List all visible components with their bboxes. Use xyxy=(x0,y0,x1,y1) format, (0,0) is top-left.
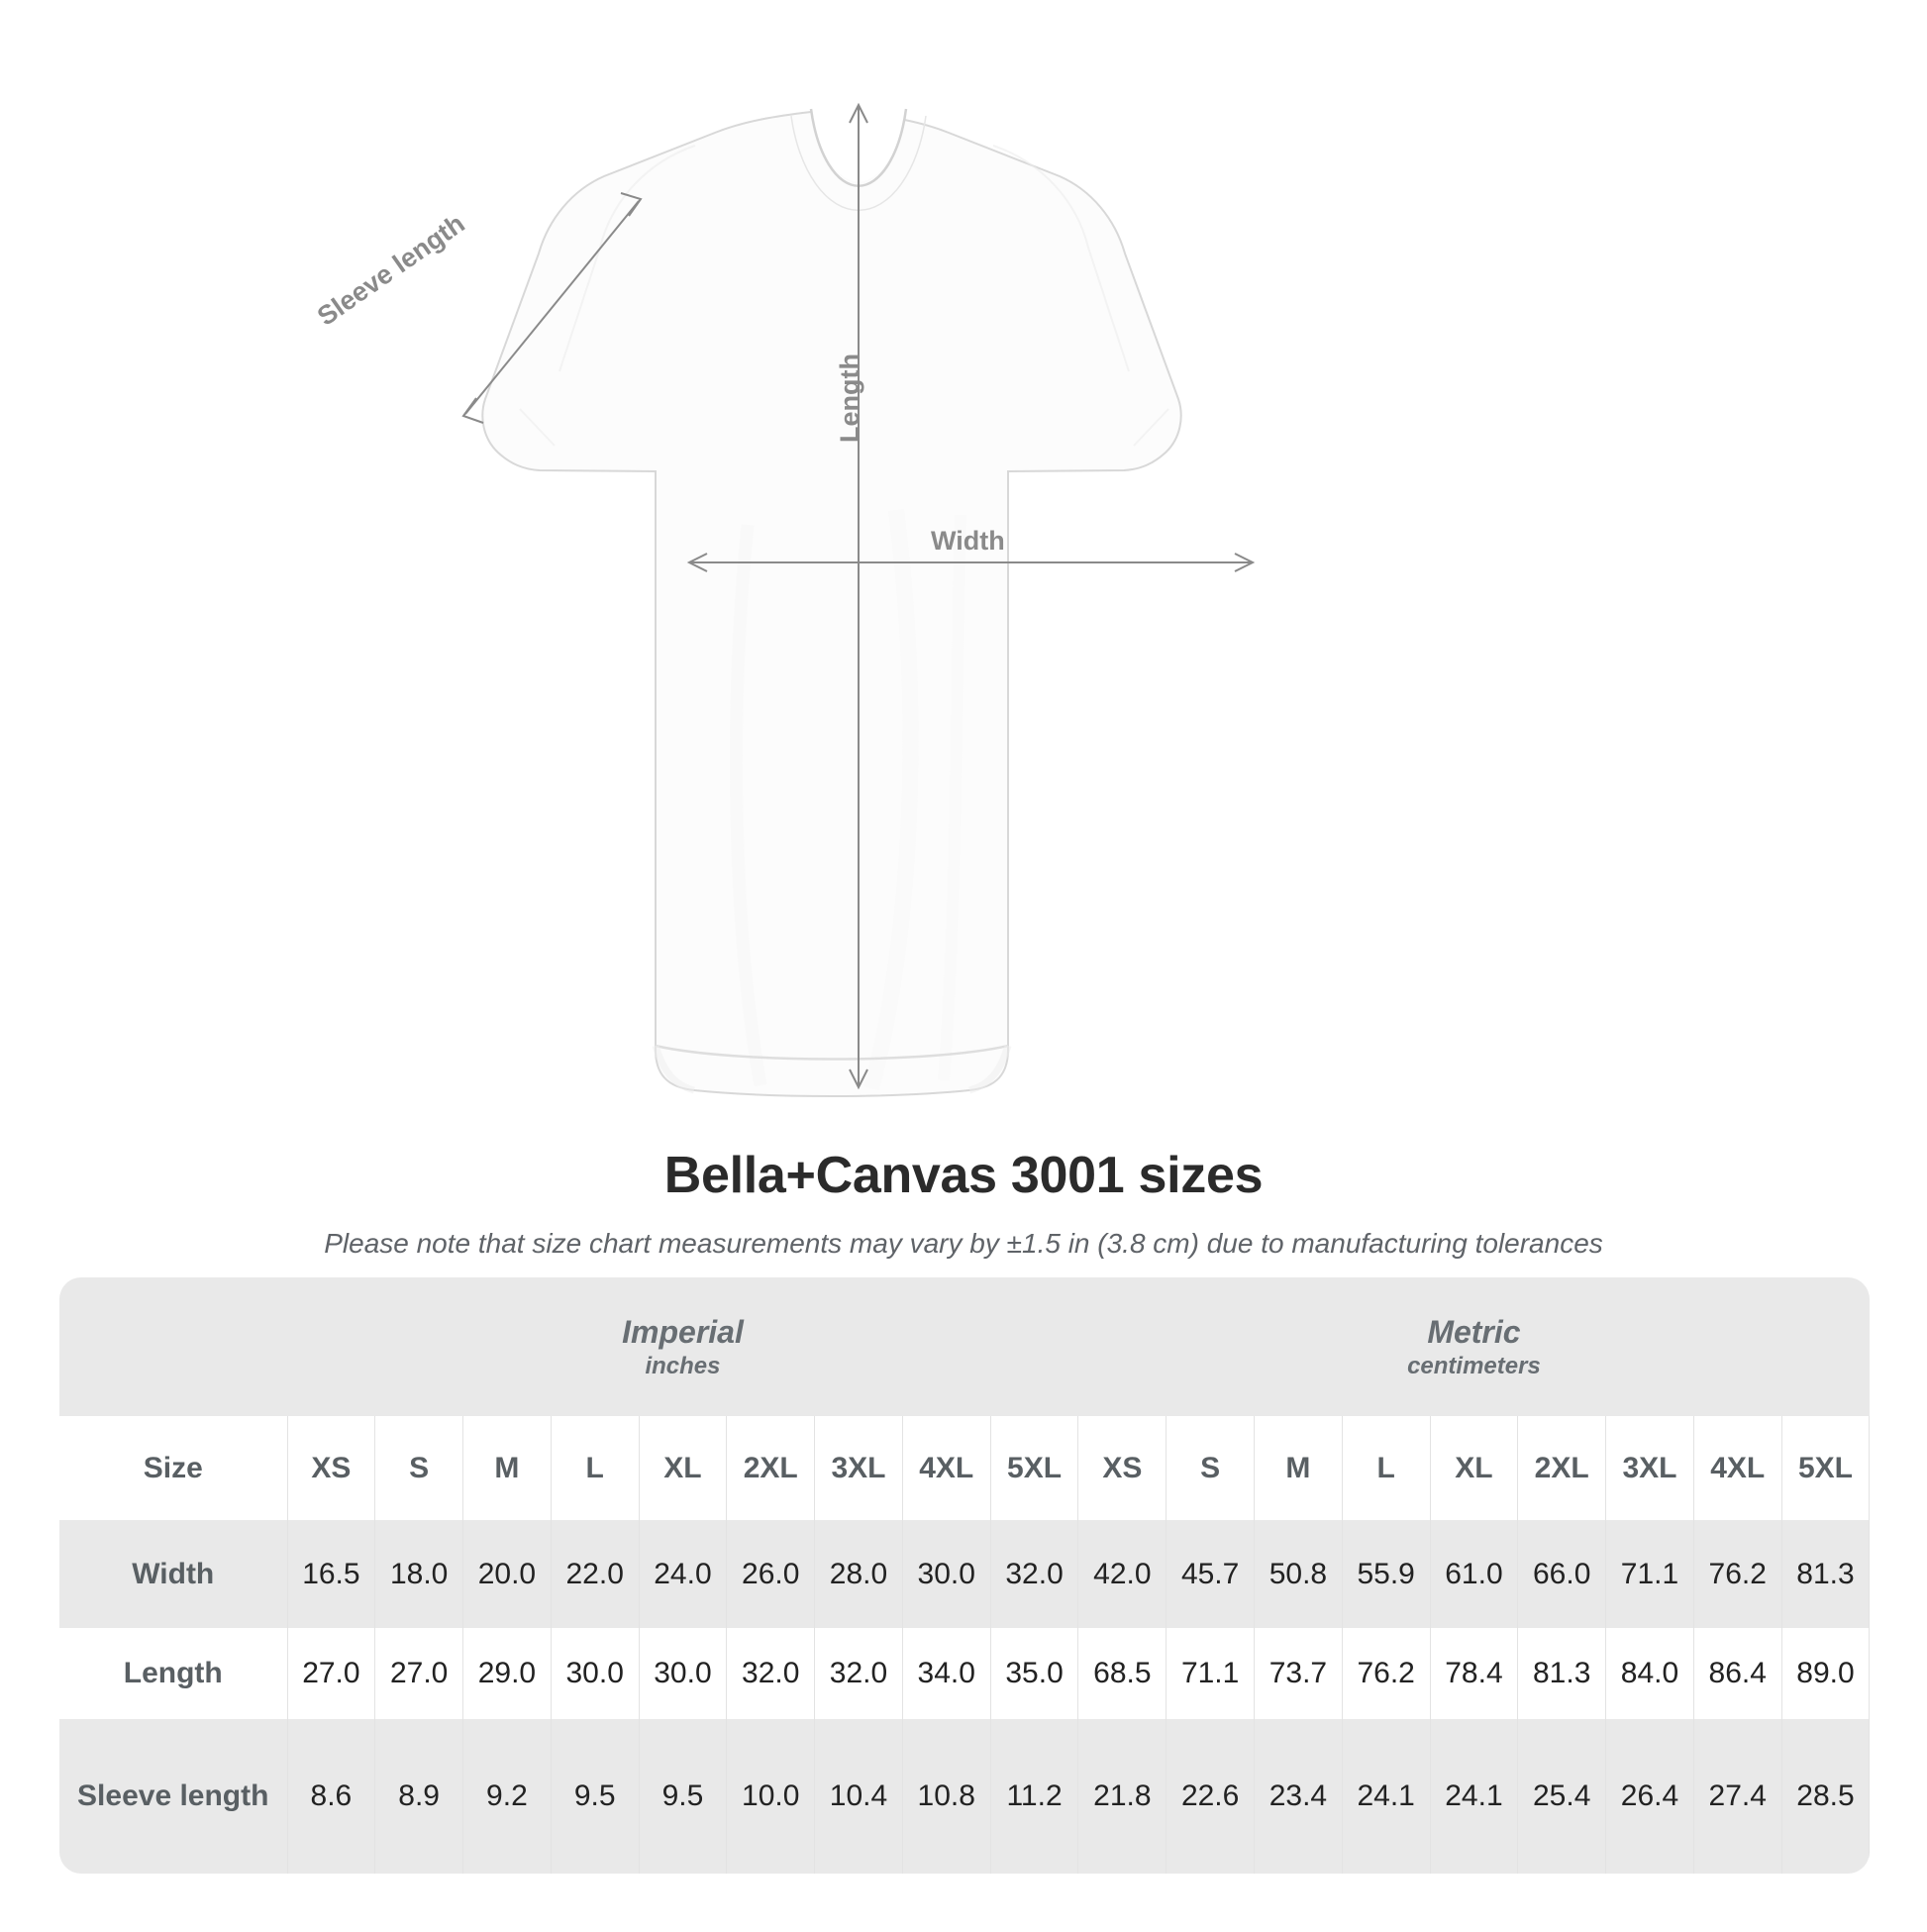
svg-text:Length: Length xyxy=(835,354,864,443)
svg-text:Width: Width xyxy=(931,526,1005,556)
svg-text:Sleeve length: Sleeve length xyxy=(312,208,470,331)
